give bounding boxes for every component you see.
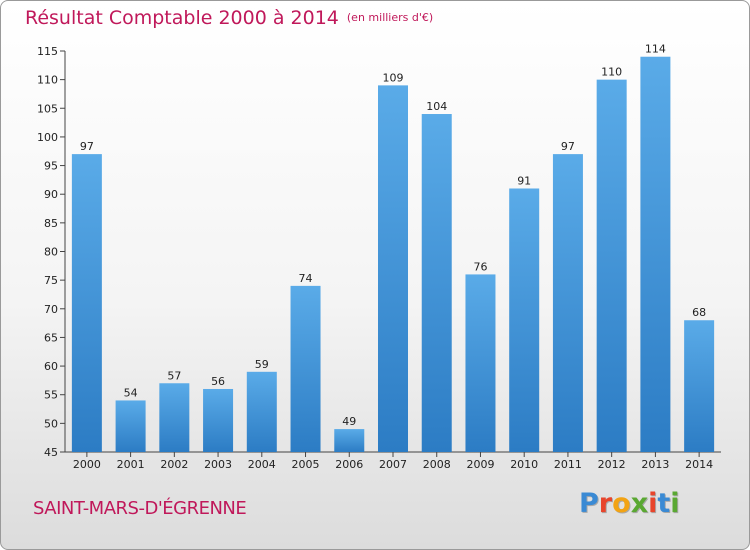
value-label-2001: 54 [124, 386, 138, 399]
chart-value-labels: 97 54 57 56 59 74 49 109 104 76 91 97 110 114 68 [80, 43, 706, 428]
value-label-2008: 104 [426, 100, 447, 113]
x-tick-label-2010: 2010 [510, 458, 538, 471]
y-tick-label: 55 [44, 389, 58, 402]
y-tick-label: 95 [44, 160, 58, 173]
logo-letter: i [648, 488, 658, 519]
x-tick-label-2012: 2012 [598, 458, 626, 471]
value-label-2000: 97 [80, 140, 94, 153]
bar-2010 [509, 188, 540, 452]
bar-chart: 45 50 55 60 65 70 75 80 85 90 95 100 105 110 115 2000 20… [37, 43, 721, 471]
bar-2004 [246, 371, 277, 452]
bar-2012 [596, 79, 627, 453]
value-label-2002: 57 [167, 369, 181, 382]
value-label-2007: 109 [383, 71, 404, 84]
value-label-2013: 114 [645, 43, 666, 56]
logo-letter: o [612, 488, 631, 519]
value-label-2003: 56 [211, 375, 225, 388]
y-tick-label: 85 [44, 217, 58, 230]
x-tick-label-2014: 2014 [685, 458, 713, 471]
y-tick-label: 65 [44, 331, 58, 344]
x-tick-label-2000: 2000 [73, 458, 101, 471]
y-tick-label: 60 [44, 360, 58, 373]
x-tick-label-2001: 2001 [117, 458, 145, 471]
bar-2001 [115, 400, 146, 452]
x-tick-label-2005: 2005 [292, 458, 320, 471]
bar-2006 [334, 429, 365, 452]
value-label-2012: 110 [601, 66, 622, 79]
x-tick-label-2003: 2003 [204, 458, 232, 471]
chart-subtitle: (en milliers d'€) [346, 11, 434, 24]
x-tick-label-2008: 2008 [423, 458, 451, 471]
x-tick-label-2013: 2013 [641, 458, 669, 471]
y-tick-label: 105 [37, 102, 58, 115]
y-tick-label: 80 [44, 246, 58, 259]
x-tick-label-2004: 2004 [248, 458, 276, 471]
value-label-2004: 59 [255, 358, 269, 371]
bar-2014 [684, 320, 715, 452]
y-tick-label: 110 [37, 74, 58, 87]
bar-2011 [552, 154, 583, 452]
chart-bars [71, 56, 715, 453]
x-tick-label-2002: 2002 [160, 458, 188, 471]
bar-2005 [290, 285, 321, 452]
bar-2013 [640, 56, 671, 452]
y-tick-label: 50 [44, 417, 58, 430]
x-tick-label-2011: 2011 [554, 458, 582, 471]
value-label-2010: 91 [517, 174, 531, 187]
y-tick-label: 70 [44, 303, 58, 316]
y-tick-label: 75 [44, 274, 58, 287]
bar-2007 [378, 85, 408, 452]
logo-letter: r [598, 488, 613, 519]
bar-2009 [465, 274, 496, 452]
bar-2000 [71, 154, 102, 452]
proxiti-logo: Proxiti [579, 488, 680, 519]
value-label-2009: 76 [473, 260, 487, 273]
y-tick-label: 115 [37, 45, 58, 58]
value-label-2006: 49 [342, 415, 356, 428]
y-tick-label: 100 [37, 131, 58, 144]
value-label-2011: 97 [561, 140, 575, 153]
commune-name: SAINT-MARS-D'ÉGRENNE [33, 498, 247, 519]
logo-letter: i [670, 488, 680, 519]
chart-title: Résultat Comptable 2000 à 2014 (en millie… [25, 7, 433, 29]
value-label-2014: 68 [692, 306, 706, 319]
bar-2008 [421, 114, 452, 452]
value-label-2005: 74 [299, 272, 313, 285]
logo-letter: P [579, 488, 599, 519]
x-tick-label-2006: 2006 [335, 458, 363, 471]
logo-letter: t [657, 488, 671, 519]
y-tick-label: 45 [44, 446, 58, 459]
logo-letter: x [630, 488, 649, 519]
y-tick-label: 90 [44, 188, 58, 201]
bar-2002 [159, 383, 190, 452]
x-tick-label-2009: 2009 [466, 458, 494, 471]
bar-2003 [203, 388, 234, 452]
chart-title-text: Résultat Comptable 2000 à 2014 [25, 7, 339, 29]
x-tick-label-2007: 2007 [379, 458, 407, 471]
